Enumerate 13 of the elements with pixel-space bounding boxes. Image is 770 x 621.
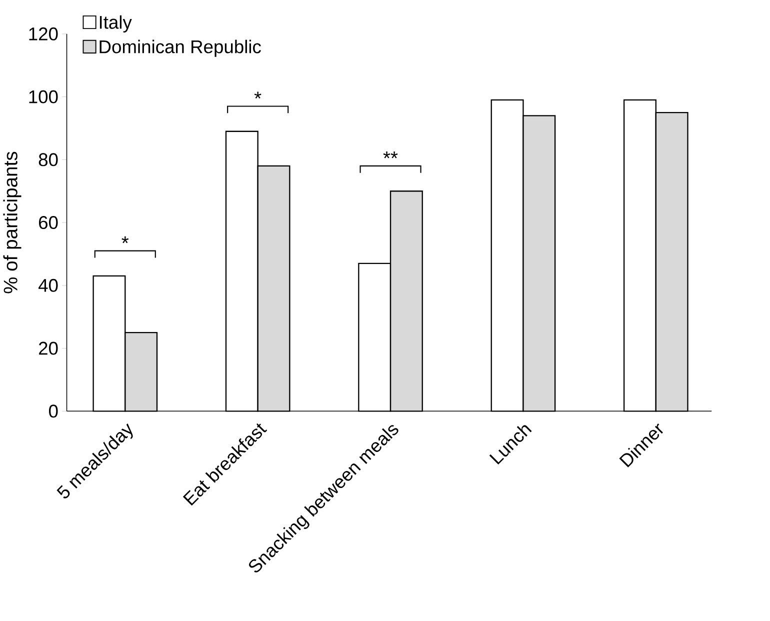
y-tick-label: 100 <box>29 90 58 104</box>
y-tick-label: 20 <box>39 342 58 355</box>
annotation: * <box>254 92 262 99</box>
legend-label: Italy <box>100 16 132 33</box>
y-tick-label: 80 <box>38 153 58 166</box>
annotation: ** <box>383 152 398 158</box>
y-tick-label: 120 <box>29 28 58 41</box>
y-axis-title: % of participants <box>3 152 22 294</box>
y-tick-label: 0 <box>49 404 58 418</box>
annotation: * <box>122 236 129 244</box>
y-tick-label: 60 <box>39 216 58 230</box>
legend-label: Dominican Republic <box>100 40 261 58</box>
y-tick-label: 40 <box>38 279 58 292</box>
